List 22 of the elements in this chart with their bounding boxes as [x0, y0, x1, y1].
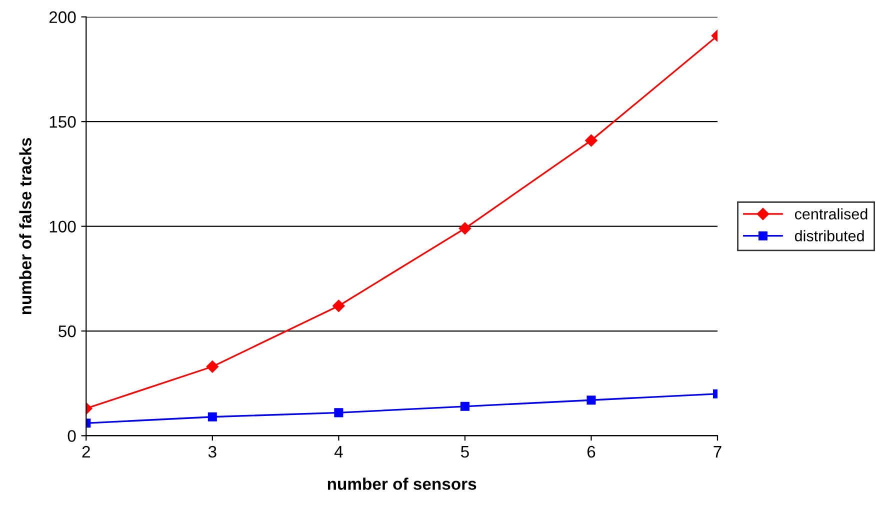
y-tick-label: 50	[58, 325, 76, 338]
x-tick-label: 2	[82, 446, 90, 458]
y-tick-label: 200	[49, 11, 76, 24]
y-tick-label: 150	[50, 116, 76, 128]
x-tick-label: 4	[334, 446, 343, 458]
x-tick-label: 7	[714, 446, 722, 458]
point	[585, 134, 598, 147]
y-tick-label: 0	[68, 430, 76, 442]
x-tick-label: 3	[208, 446, 216, 458]
legend-label: distributed	[794, 230, 864, 242]
x-tick-label: 5	[460, 446, 469, 458]
point	[206, 360, 219, 373]
x-axis-title: number of sensors	[328, 478, 476, 490]
legend-label: centralised	[794, 208, 868, 220]
point	[460, 402, 470, 411]
x-tick-label: 6	[587, 446, 596, 458]
point	[586, 396, 596, 405]
point	[334, 408, 344, 418]
y-tick-label: 100	[50, 220, 76, 233]
y-axis-title: number of false tracks	[19, 138, 32, 314]
point	[458, 222, 472, 234]
point	[332, 300, 345, 312]
